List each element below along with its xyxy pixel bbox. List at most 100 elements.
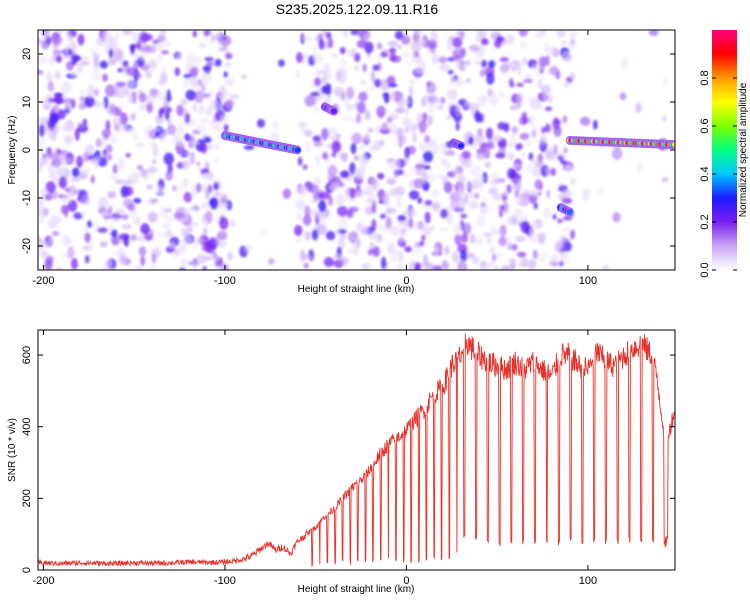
noise-blob [479,142,490,150]
noise-blob [460,213,468,219]
noise-blob [387,40,399,48]
noise-blob [523,78,533,84]
noise-blob [96,227,108,234]
noise-blob [412,221,419,231]
noise-blob [165,170,173,181]
noise-blob [214,142,220,151]
noise-blob [161,223,172,229]
noise-blob [173,211,185,221]
noise-blob [431,201,441,212]
noise-blob [157,34,166,43]
noise-blob [100,209,111,217]
noise-blob [542,207,552,220]
noise-blob [148,166,158,173]
noise-blob [476,151,485,160]
x-tick-label: 100 [579,275,597,287]
colorbar-tick-label: 0.0 [699,262,711,277]
noise-blob [355,63,360,71]
noise-blob [112,251,120,257]
noise-blob [177,53,183,61]
x-tick-label: 0 [403,575,409,587]
noise-blob [405,60,413,66]
noise-blob [190,221,200,227]
noise-blob [156,54,163,63]
noise-blob [363,33,370,41]
noise-blob [440,157,447,166]
spectrogram-features [220,102,675,217]
noise-blob [388,241,394,249]
noise-blob [322,151,328,160]
noise-blob [396,263,403,270]
noise-blob [537,256,546,263]
noise-blob [321,85,327,95]
noise-blob [437,173,443,180]
noise-blob [86,144,94,155]
noise-blob [321,30,327,36]
noise-blob [140,44,151,53]
noise-blob [83,225,89,232]
noise-blob [542,134,548,143]
noise-blob [322,78,329,84]
x-tick-label: 0 [403,275,409,287]
noise-blob [569,71,575,81]
noise-blob [516,251,527,258]
noise-blob [413,178,425,189]
noise-blob [456,173,465,185]
noise-blob [67,199,78,212]
noise-blob [545,54,550,67]
noise-blob [305,140,311,154]
noise-blob [396,194,402,208]
noise-blob [400,35,411,45]
noise-blob [331,152,337,158]
noise-blob [194,90,204,104]
noise-blob [136,164,143,170]
noise-blob [562,115,568,124]
noise-blob [117,255,126,267]
noise-blob [502,191,509,196]
noise-blob [181,159,191,170]
noise-blob [544,106,553,111]
noise-blob [508,138,517,149]
colorbar-tick-label: 0.4 [699,166,711,181]
noise-blob [129,209,138,219]
noise-blob [196,165,202,171]
noise-blob [349,162,356,175]
noise-blob [359,159,368,171]
noise-blob [421,234,426,241]
noise-blob [489,179,501,186]
noise-blob [459,249,468,263]
noise-blob [545,123,551,133]
noise-blob [521,57,528,66]
noise-blob [327,165,335,177]
noise-blob [376,105,386,118]
feature-core [330,108,337,114]
noise-blob [452,251,460,263]
noise-blob [376,172,385,180]
noise-blob [561,189,572,198]
noise-blob [546,189,551,199]
noise-blob [130,112,136,121]
noise-blob [368,127,374,133]
noise-blob [199,118,210,123]
y-tick-label: 0 [21,567,33,573]
noise-blob [64,42,69,55]
noise-blob [370,70,376,83]
noise-blob [492,182,497,187]
noise-blob [446,89,458,100]
feature-core [457,143,464,149]
noise-blob [513,208,523,219]
noise-blob [147,211,158,223]
noise-blob [414,262,421,270]
noise-blob [346,209,354,219]
noise-blob [186,221,193,235]
noise-blob [67,246,75,259]
noise-blob [313,77,322,87]
noise-blob [140,223,150,235]
noise-blob [140,63,150,72]
x-tick-label: -100 [214,575,236,587]
noise-blob [310,91,321,97]
noise-blob [64,125,70,132]
noise-blob [202,218,209,230]
y-tick-label: 200 [21,489,33,507]
noise-blob [612,212,621,223]
